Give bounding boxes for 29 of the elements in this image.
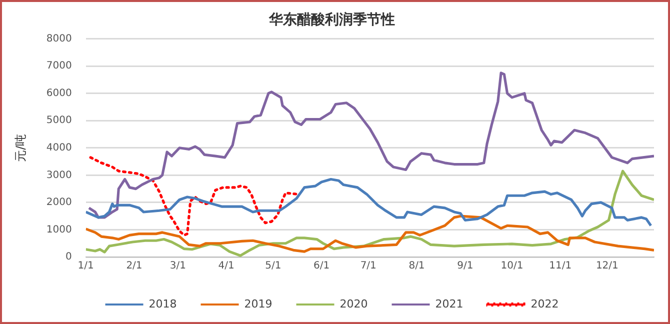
y-tick-label: 3000: [46, 170, 72, 181]
legend-label: 2020: [340, 297, 368, 310]
x-tick-label: 3/1: [170, 260, 186, 272]
x-tick-label: 1/1: [78, 260, 94, 272]
line-series: [89, 156, 300, 236]
y-tick-label: 2000: [46, 197, 72, 208]
x-tick-label: 4/1: [218, 260, 234, 272]
x-tick-label: 12/1: [596, 260, 618, 272]
x-tick-label: 2/1: [126, 260, 142, 272]
y-tick-label: 8000: [46, 33, 72, 44]
y-tick-label: 0: [65, 252, 72, 263]
y-tick-label: 1000: [46, 224, 72, 236]
legend-label: 2018: [148, 297, 177, 310]
x-tick-label: 5/1: [265, 260, 282, 272]
y-axis-title: 元/吨: [13, 134, 28, 162]
x-tick-label: 11/1: [549, 260, 572, 272]
legend-label: 2021: [435, 297, 464, 310]
y-tick-label: 5000: [46, 115, 72, 126]
chart-title: 华东醋酸利润季节性: [268, 11, 395, 28]
legend-label: 2019: [244, 297, 272, 310]
x-tick-label: 9/1: [457, 260, 474, 272]
x-tick-label: 10/1: [500, 260, 524, 272]
y-tick-label: 7000: [46, 60, 72, 72]
x-tick-label: 6/1: [313, 260, 330, 272]
y-tick-label: 6000: [46, 88, 72, 99]
y-tick-label: 4000: [46, 142, 72, 154]
legend-label: 2022: [530, 297, 559, 310]
x-tick-label: 8/1: [408, 260, 425, 272]
x-tick-label: 7/1: [360, 260, 376, 272]
